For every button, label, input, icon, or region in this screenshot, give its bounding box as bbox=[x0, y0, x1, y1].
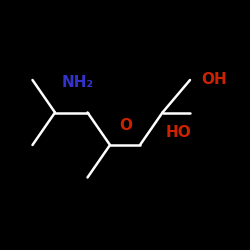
Text: HO: HO bbox=[166, 125, 192, 140]
Text: O: O bbox=[120, 118, 133, 132]
Text: NH₂: NH₂ bbox=[62, 75, 94, 90]
Text: OH: OH bbox=[201, 72, 226, 88]
